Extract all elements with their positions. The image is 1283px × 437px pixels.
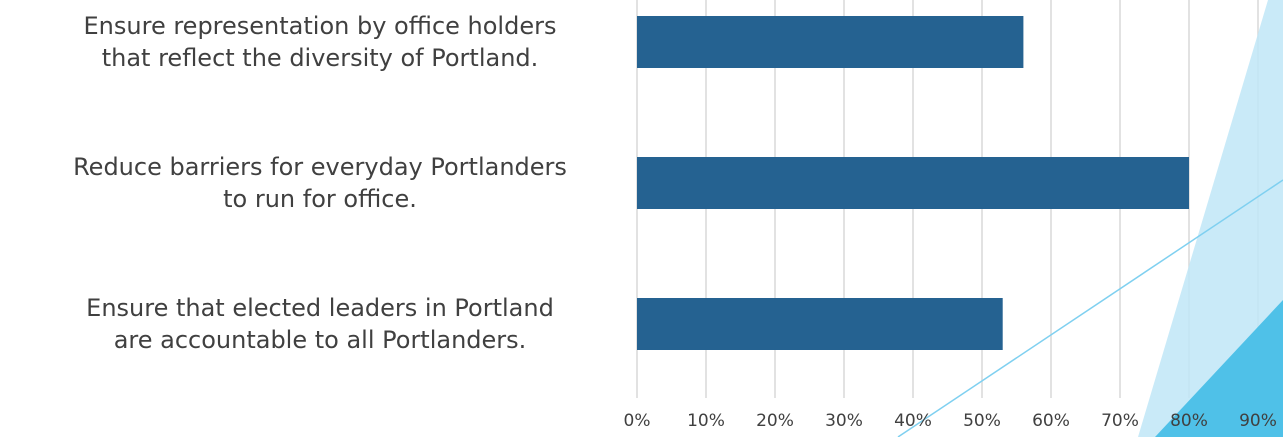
x-tick-label: 40% (894, 411, 932, 431)
decor-dark (1155, 300, 1283, 437)
x-tick-label: 10% (687, 411, 725, 431)
category-label: Ensure that elected leaders in Portland … (86, 294, 554, 354)
x-tick-label: 70% (1101, 411, 1139, 431)
x-tick-label: 60% (1032, 411, 1070, 431)
x-tick-label: 80% (1170, 411, 1208, 431)
decoration (897, 0, 1283, 437)
x-tick-label: 20% (756, 411, 794, 431)
x-tick-label: 0% (624, 411, 651, 431)
category-label: Ensure representation by office holders … (83, 12, 557, 72)
bar (637, 157, 1189, 209)
x-tick-label: 30% (825, 411, 863, 431)
bar (637, 298, 1003, 350)
bar (637, 16, 1024, 68)
category-label: Reduce barriers for everyday Portlanders… (73, 153, 567, 213)
x-tick-label: 90% (1239, 411, 1277, 431)
decor-light (1138, 0, 1283, 437)
decor-line (897, 179, 1283, 437)
x-tick-label: 50% (963, 411, 1001, 431)
